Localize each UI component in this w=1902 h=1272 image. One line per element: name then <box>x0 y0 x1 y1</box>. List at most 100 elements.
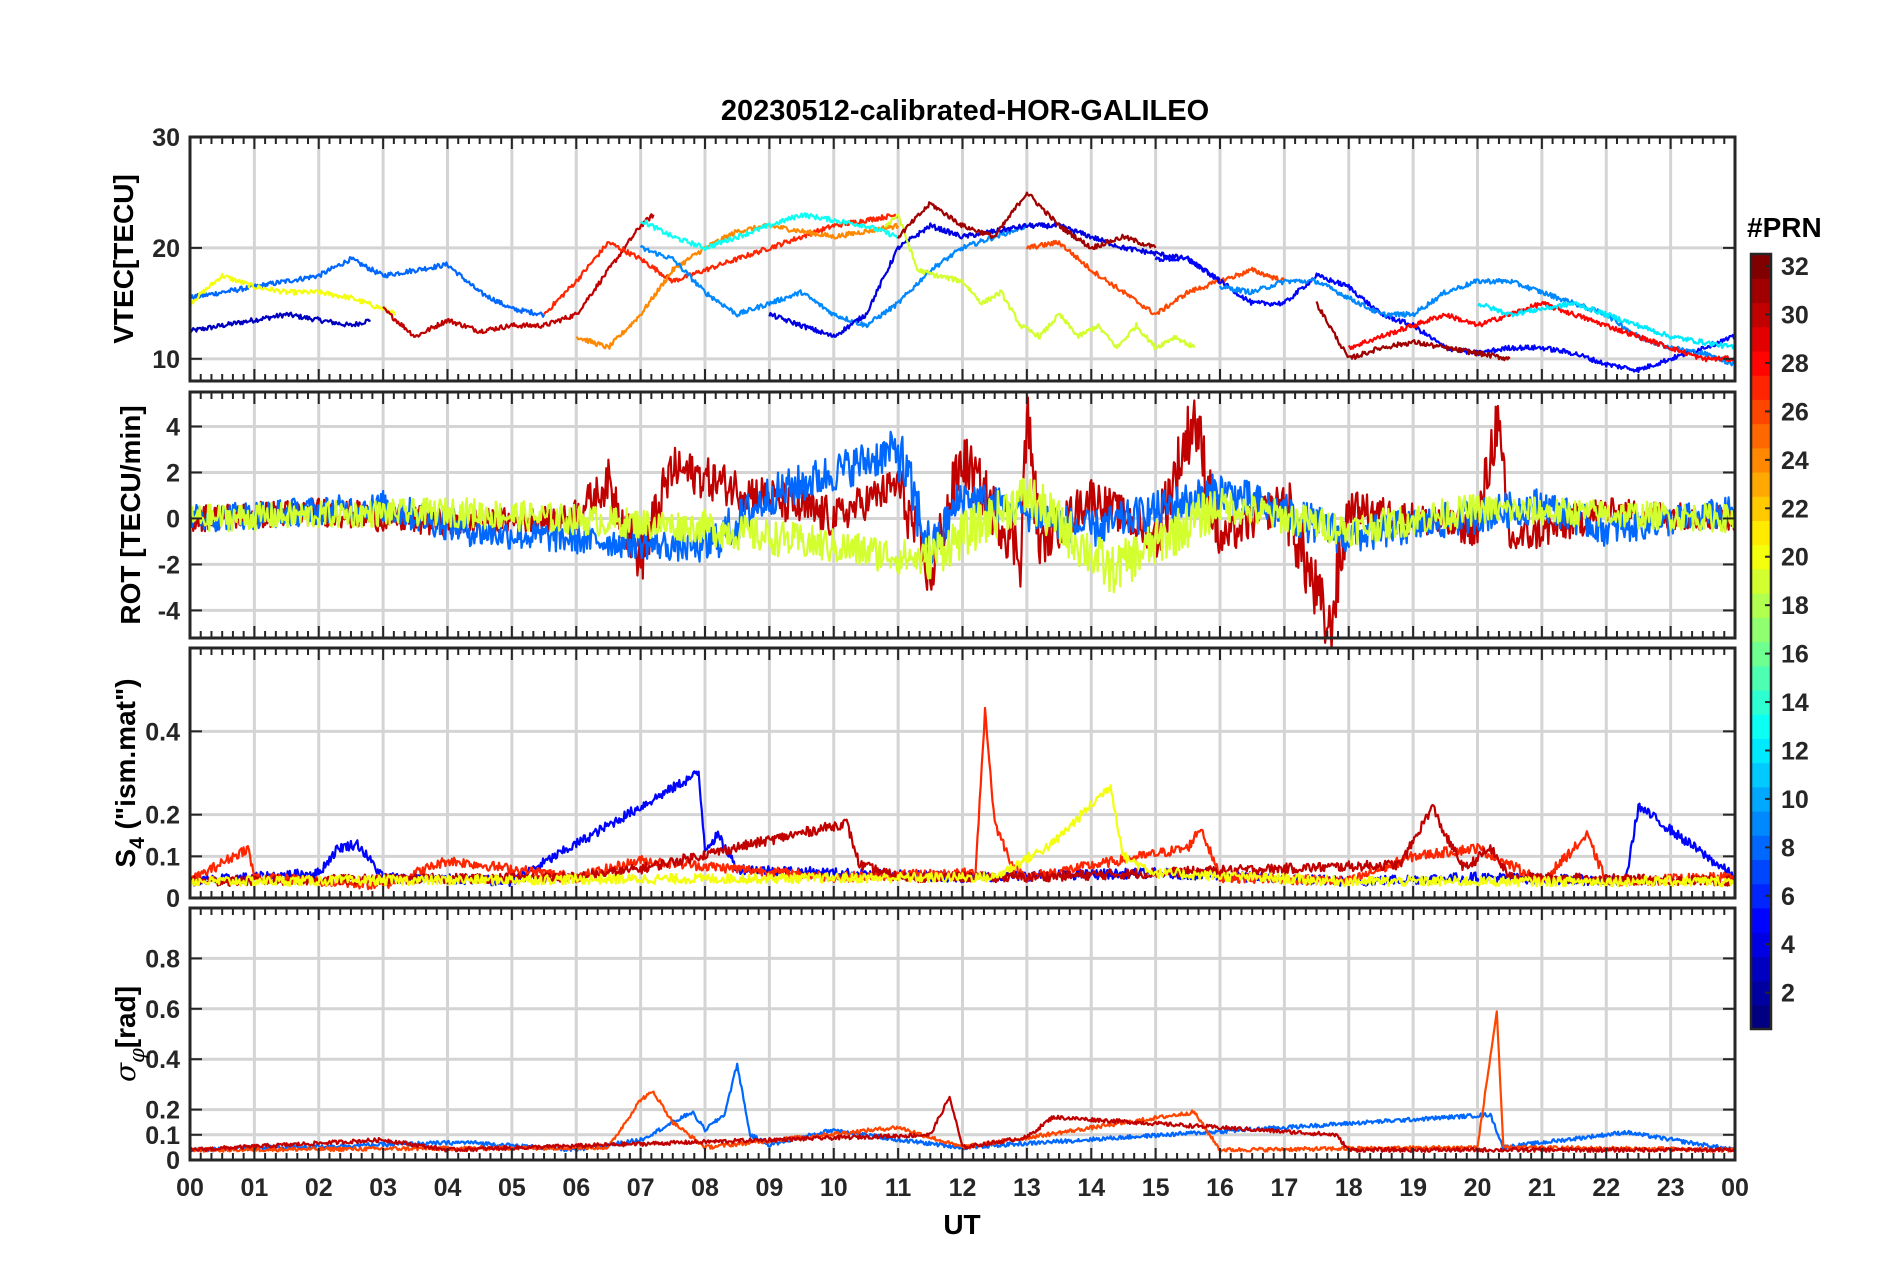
panel-s4-ylabel: S4 ("ism.mat") <box>110 678 149 867</box>
x-ticklabel: 23 <box>1657 1174 1685 1202</box>
panel-s4-yticks: 0 0.1 0.2 0.4 <box>145 718 1735 913</box>
series-line <box>575 222 900 350</box>
colorbar-segment <box>1751 811 1771 836</box>
y-ticklabel: 30 <box>152 124 180 152</box>
colorbar-ticklabel: 32 <box>1781 253 1809 281</box>
colorbar-segment <box>1751 471 1771 497</box>
colorbar-segment <box>1751 883 1771 909</box>
colorbar-segment <box>1751 593 1771 618</box>
panel-rot: -4 -2 0 2 4 ROT [TECU/min] <box>115 390 1737 651</box>
y-ticklabel: 0.1 <box>145 843 180 871</box>
x-ticklabel: 20 <box>1464 1174 1492 1202</box>
colorbar-segment <box>1751 714 1771 739</box>
colorbar-ticklabel: 24 <box>1781 447 1809 475</box>
panel-s4-series <box>188 706 1737 891</box>
colorbar-segment <box>1751 932 1771 957</box>
colorbar-ticklabel: 6 <box>1781 883 1795 911</box>
colorbar-segment <box>1751 762 1771 788</box>
colorbar-ticklabel: 26 <box>1781 398 1809 426</box>
x-ticklabel: 22 <box>1592 1174 1620 1202</box>
x-ticklabel: 19 <box>1399 1174 1427 1202</box>
x-ticklabel: 00 <box>1721 1174 1749 1202</box>
panel-sigma-frame <box>188 906 1737 1162</box>
colorbar-segment <box>1751 350 1771 376</box>
colorbar-segment <box>1751 447 1771 473</box>
x-ticklabel: 01 <box>240 1174 268 1202</box>
colorbar-frame <box>1749 252 1773 1031</box>
x-ticklabel: 11 <box>885 1174 912 1202</box>
colorbar-ticklabel: 22 <box>1781 495 1809 523</box>
y-ticklabel: 0.4 <box>145 718 180 746</box>
x-ticklabel: 09 <box>755 1174 783 1202</box>
x-ticklabel: 17 <box>1270 1174 1298 1202</box>
series-line <box>897 191 1157 251</box>
colorbar-segment <box>1751 907 1771 933</box>
colorbar-segments <box>1751 254 1771 1030</box>
colorbar-segment <box>1751 278 1771 304</box>
colorbar-ticklabel: 12 <box>1781 737 1809 765</box>
x-ticklabel: 18 <box>1335 1174 1363 1202</box>
series-line <box>188 272 397 316</box>
colorbar-segment <box>1751 738 1771 764</box>
y-ticklabel: 0 <box>166 1147 180 1175</box>
series-line <box>189 1010 1736 1153</box>
colorbar-ticklabel: 18 <box>1781 592 1809 620</box>
colorbar-ticklabel: 2 <box>1781 980 1795 1008</box>
colorbar-ticklabel: 4 <box>1781 931 1795 959</box>
x-ticklabel: 12 <box>949 1174 977 1202</box>
x-ticklabel: 02 <box>305 1174 333 1202</box>
colorbar-segment <box>1751 544 1771 570</box>
panel-vtec-frame <box>188 135 1737 383</box>
x-ticklabel: 03 <box>369 1174 397 1202</box>
series-line <box>543 213 900 315</box>
series-line <box>768 222 1222 338</box>
panel-rot-ylabel: ROT [TECU/min] <box>115 405 146 624</box>
series-line <box>1025 239 1286 316</box>
panel-sigma: 00.10.2 0.4 0.6 0.8 σφ[rad] <box>109 906 1737 1175</box>
colorbar-segment <box>1751 859 1771 885</box>
x-ticklabel: 14 <box>1077 1174 1105 1202</box>
x-ticklabel: 05 <box>498 1174 526 1202</box>
y-ticklabel: 0.8 <box>145 945 180 973</box>
series-line <box>640 212 899 252</box>
colorbar-segment <box>1751 665 1771 691</box>
panel-s4: 0 0.1 0.2 0.4 S4 ("ism.mat") <box>110 646 1737 913</box>
panel-rot-series <box>188 396 1737 651</box>
colorbar-ticklabel: 16 <box>1781 641 1809 669</box>
series-line <box>1347 300 1736 363</box>
series-line <box>188 803 1736 888</box>
colorbar-segment <box>1751 1004 1771 1030</box>
colorbar-segment <box>1751 423 1771 449</box>
y-ticklabel: 10 <box>152 346 180 374</box>
colorbar-segment <box>1751 956 1771 982</box>
series-line <box>189 311 372 333</box>
x-ticklabel: 10 <box>820 1174 848 1202</box>
colorbar-label: #PRN <box>1747 212 1822 243</box>
colorbar-segment <box>1751 980 1771 1006</box>
y-ticklabel: 0.6 <box>145 996 180 1024</box>
series-line <box>188 784 1736 888</box>
y-ticklabel: 0.1 <box>145 1122 180 1150</box>
y-ticklabel: -2 <box>158 551 180 579</box>
panel-vtec-yticks: 10 20 30 <box>152 124 1735 374</box>
y-ticklabel: -4 <box>158 597 180 625</box>
series-line <box>639 223 1028 329</box>
x-ticklabel: 07 <box>627 1174 655 1202</box>
x-ticklabel: 15 <box>1142 1174 1170 1202</box>
series-line <box>382 213 655 338</box>
x-ticklabel: 08 <box>691 1174 719 1202</box>
panel-rot-frame <box>188 390 1737 640</box>
panel-vtec: 10 20 30 VTEC[TECU] <box>108 124 1737 383</box>
x-ticklabel: 04 <box>434 1174 462 1202</box>
colorbar-ticklabel: 8 <box>1781 834 1795 862</box>
series-line <box>1477 301 1736 350</box>
y-ticklabel: 0 <box>166 505 180 533</box>
panel-sigma-yticks: 00.10.2 0.4 0.6 0.8 <box>145 945 1735 1175</box>
series-line <box>884 213 1196 351</box>
panel-sigma-ylabel: σφ[rad] <box>109 986 149 1082</box>
y-ticklabel: 0 <box>166 885 180 913</box>
series-line <box>188 477 1737 594</box>
series-line <box>1315 301 1511 362</box>
